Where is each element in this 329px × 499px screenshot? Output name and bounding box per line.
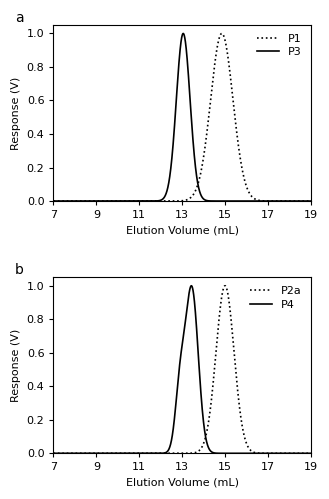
Y-axis label: Response (V): Response (V) bbox=[11, 329, 21, 402]
X-axis label: Elution Volume (mL): Elution Volume (mL) bbox=[126, 478, 239, 488]
X-axis label: Elution Volume (mL): Elution Volume (mL) bbox=[126, 226, 239, 236]
Text: a: a bbox=[15, 11, 23, 25]
Y-axis label: Response (V): Response (V) bbox=[11, 76, 21, 150]
Legend: P1, P3: P1, P3 bbox=[254, 30, 305, 61]
Legend: P2a, P4: P2a, P4 bbox=[247, 283, 305, 313]
Text: b: b bbox=[15, 263, 24, 277]
